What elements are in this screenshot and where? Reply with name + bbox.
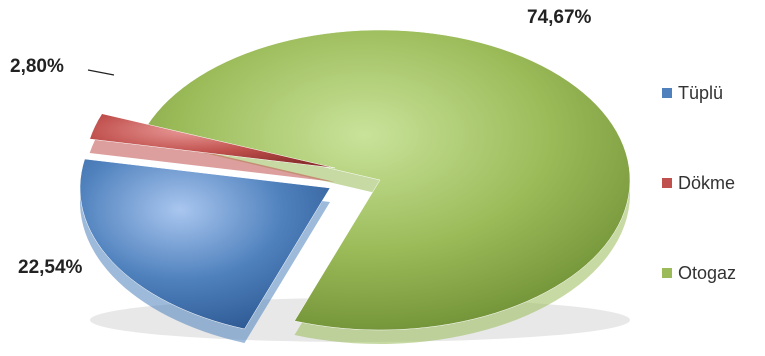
- legend-marker-icon: [662, 268, 672, 278]
- legend-item-tuplu: Tüplü: [662, 80, 723, 106]
- data-label-dokme: 2,80%: [10, 56, 64, 77]
- legend-item-dokme: Dökme: [662, 170, 735, 196]
- pie-slice-dokme: [89, 113, 336, 169]
- data-label-otogaz: 74,67%: [527, 7, 592, 28]
- data-label-tuplu: 22,54%: [18, 257, 83, 278]
- legend-marker-icon: [662, 88, 672, 98]
- legend-label: Dökme: [678, 172, 736, 193]
- pie-slice-otogaz: [146, 29, 631, 331]
- legend-item-otogaz: Otogaz: [662, 260, 736, 286]
- pie-chart: 22,54% 2,80% 74,67%: [10, 7, 631, 344]
- label-leader-line: [87, 69, 115, 76]
- legend: Tüplü Dökme Otogaz: [662, 0, 762, 356]
- legend-label: Otogaz: [678, 262, 737, 283]
- pie-slice-tuplu: [79, 158, 331, 330]
- legend-marker-icon: [662, 178, 672, 188]
- legend-label: Tüplü: [678, 82, 724, 103]
